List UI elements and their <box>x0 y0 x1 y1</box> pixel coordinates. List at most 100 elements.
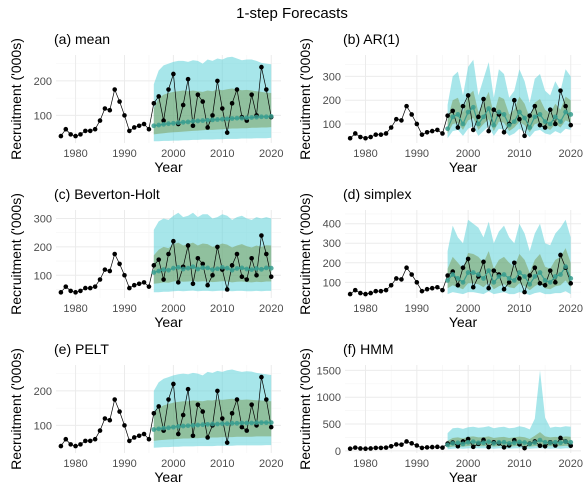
forecast-point <box>547 440 553 446</box>
forecast-point <box>200 422 206 428</box>
observed-point <box>419 132 425 137</box>
observed-point <box>78 288 83 294</box>
observed-point <box>97 428 103 433</box>
observed-point <box>127 438 132 444</box>
observed-point <box>563 103 568 109</box>
forecast-point <box>205 421 211 427</box>
plot-area-ar1 <box>347 59 574 141</box>
observed-point <box>424 445 430 450</box>
forecast-point <box>200 265 206 271</box>
forecast-point <box>249 267 255 273</box>
x-tick-label: 2000 <box>161 148 185 160</box>
observed-point <box>175 280 181 285</box>
forecast-point <box>501 112 507 117</box>
panel-simplex: (d) simplex 1980 1990 2000 2010 2020 100 200 300… <box>297 186 583 330</box>
observed-point <box>234 87 240 92</box>
observed-point <box>378 288 384 294</box>
forecast-point <box>450 272 456 277</box>
observed-point <box>244 277 250 282</box>
observed-point <box>268 424 274 430</box>
forecast-point <box>552 114 558 120</box>
y-tick-label: 100 <box>323 277 341 289</box>
observed-point <box>368 446 373 451</box>
observed-point <box>547 107 553 113</box>
forecast-point <box>486 268 492 274</box>
observed-point <box>190 281 196 287</box>
x-tick-label: 1990 <box>112 458 136 470</box>
forecast-point <box>170 265 176 271</box>
observed-point <box>527 113 532 118</box>
observed-point <box>200 261 206 267</box>
observed-point <box>440 445 445 450</box>
observed-point <box>107 268 113 274</box>
forecast-point <box>460 121 466 127</box>
forecast-point <box>151 270 157 275</box>
observed-point <box>470 444 476 450</box>
observed-point <box>87 438 93 444</box>
forecast-point <box>558 440 563 446</box>
observed-point <box>409 112 414 117</box>
forecast-point <box>195 266 201 272</box>
x-tick-label: 1990 <box>112 148 136 160</box>
forecast-point <box>185 423 191 429</box>
forecast-point <box>501 439 507 445</box>
y-tick-label: 100 <box>34 420 52 432</box>
observed-point <box>394 276 399 281</box>
forecast-point <box>517 439 522 445</box>
observed-point <box>445 273 450 278</box>
plot-area-beverton-holt <box>58 212 274 295</box>
observed-point <box>151 263 157 268</box>
x-tick-label: 2020 <box>558 303 582 315</box>
observed-point <box>92 284 98 289</box>
plot-area-mean <box>58 56 274 142</box>
observed-point <box>215 78 220 84</box>
forecast-point <box>190 264 196 270</box>
forecast-point <box>239 420 245 426</box>
forecast-point <box>175 120 181 126</box>
observed-point <box>424 129 430 135</box>
observed-point <box>419 445 425 451</box>
observed-point <box>404 439 409 444</box>
observed-point <box>78 442 83 447</box>
forecast-point <box>244 115 250 121</box>
y-tick-label: 500 <box>323 419 341 431</box>
forecast-point <box>229 116 235 121</box>
forecast-point <box>491 279 497 285</box>
observed-point <box>259 233 264 238</box>
forecast-point <box>547 121 553 127</box>
observed-point <box>347 291 353 297</box>
x-tick-label: 1980 <box>63 148 87 160</box>
observed-point <box>200 409 206 414</box>
forecast-point <box>224 421 230 427</box>
forecast-point <box>517 109 522 115</box>
x-tick-label: 1980 <box>353 458 377 470</box>
forecast-point <box>170 120 176 126</box>
forecast-point <box>210 267 215 273</box>
forecast-point <box>496 109 502 115</box>
forecast-point <box>542 119 548 124</box>
forecast-point <box>190 118 196 124</box>
observed-point <box>156 94 162 99</box>
forecast-point <box>259 420 264 426</box>
x-tick-label: 1980 <box>353 303 377 315</box>
observed-point <box>210 272 215 278</box>
observed-point <box>383 287 389 293</box>
observed-point <box>73 443 78 449</box>
forecast-point <box>219 116 225 122</box>
observed-point <box>175 431 181 437</box>
forecast-point <box>455 440 461 446</box>
y-tick-label: 200 <box>34 76 52 88</box>
x-tick-label: 2020 <box>558 148 582 160</box>
x-axis-title: Year <box>154 469 183 485</box>
observed-point <box>171 71 176 77</box>
observed-point <box>399 277 404 282</box>
observed-point <box>501 445 507 450</box>
plot-area-pelt <box>58 369 274 449</box>
forecast-point <box>195 118 201 124</box>
observed-point <box>476 114 481 120</box>
observed-point <box>373 132 379 137</box>
forecast-point <box>161 121 167 127</box>
observed-point <box>234 397 240 402</box>
forecast-point <box>470 439 476 445</box>
